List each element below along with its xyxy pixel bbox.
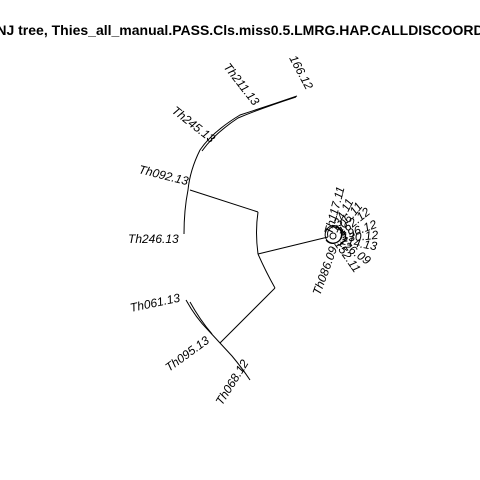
plot-title: NJ tree, Thies_all_manual.PASS.Cls.miss0… [0,22,480,38]
tip-label: Th061.13 [129,291,182,315]
branch-lower-clade [219,287,276,344]
branch-root-upper-arc [256,211,259,255]
tip-label: Th086.09 [310,244,341,297]
arc-upper-clade [183,95,298,235]
tip-label: 214.13 [338,233,378,253]
tip-label: Th095.13 [163,333,213,374]
arc-lower-clade [185,299,251,381]
arc-lower-clade-inner [189,301,213,335]
tip-label: Th246.13 [128,232,179,246]
branch-right-clade [257,236,329,255]
tip-label: Th092.13 [137,162,190,188]
tip-label: Th068.12 [213,357,252,408]
branch-upper-clade [189,189,259,213]
tip-label: Th211.13 [221,60,263,108]
tip-label: 130.12 [341,228,379,245]
spiral-right-clade-inner [329,232,337,240]
spiral-right-clade [324,225,343,244]
tip-label: Th245.13 [169,103,218,145]
arc-upper-clade-inner [201,96,297,152]
title-region: NJ tree, Thies_all_manual.PASS.Cls.miss0… [0,0,480,48]
tip-label: 166.12 [286,53,316,92]
branch-root-lower-arc [257,253,276,289]
